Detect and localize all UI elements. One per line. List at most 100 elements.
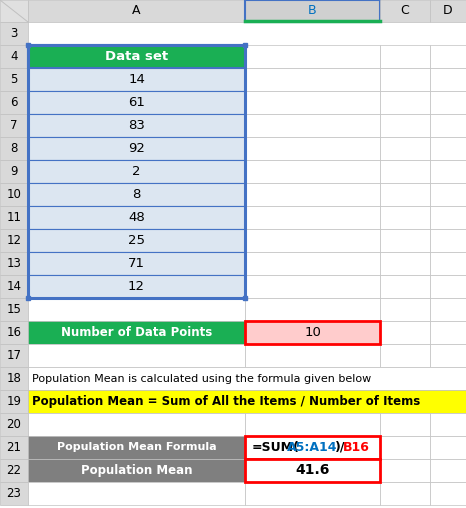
Bar (430, 183, 466, 206)
Bar (430, 91, 466, 114)
Bar (0, 68, 28, 91)
Text: B16: B16 (343, 441, 370, 454)
Bar (0, 275, 28, 298)
Text: 83: 83 (128, 119, 145, 132)
Bar (380, 45, 430, 68)
Bar (245, 436, 380, 459)
Bar (380, 91, 430, 114)
Bar (28, 321, 245, 344)
Text: Population Mean Formula: Population Mean Formula (57, 442, 216, 453)
Bar (0, 390, 28, 413)
Text: Population Mean: Population Mean (81, 464, 192, 477)
Bar (245, 275, 380, 298)
Bar (430, 436, 466, 459)
Text: 7: 7 (10, 119, 18, 132)
Bar (28, 275, 245, 298)
Bar (28, 68, 245, 91)
Bar (380, 275, 430, 298)
Text: 48: 48 (128, 211, 145, 224)
Bar (430, 68, 466, 91)
Bar (0, 22, 28, 45)
Bar (28, 252, 245, 275)
Bar (0, 344, 28, 367)
Bar (430, 321, 466, 344)
Bar (28, 183, 245, 206)
Bar (430, 137, 466, 160)
Bar (0, 160, 28, 183)
Bar (0, 436, 28, 459)
Text: 14: 14 (7, 280, 21, 293)
Text: 3: 3 (10, 27, 18, 40)
Bar (380, 206, 430, 229)
Bar (245, 91, 380, 114)
Bar (245, 68, 380, 91)
Bar (0, 183, 28, 206)
Text: D: D (443, 5, 453, 17)
Text: 92: 92 (128, 142, 145, 155)
Bar (0, 367, 28, 390)
Text: 4: 4 (10, 50, 18, 63)
Bar (0, 0, 28, 22)
Bar (245, 114, 380, 137)
Bar (28, 344, 245, 367)
Text: 61: 61 (128, 96, 145, 109)
Bar (430, 459, 466, 482)
Bar (245, 482, 380, 505)
Text: 22: 22 (7, 464, 21, 477)
Bar (430, 114, 466, 137)
Bar (380, 321, 430, 344)
Text: 2: 2 (132, 165, 141, 178)
Bar (380, 160, 430, 183)
Bar (430, 275, 466, 298)
Bar (245, 321, 380, 344)
Text: 15: 15 (7, 303, 21, 316)
Bar (430, 298, 466, 321)
Bar (28, 390, 466, 413)
Bar (380, 137, 430, 160)
Bar (28, 114, 245, 137)
Bar (28, 206, 245, 229)
Bar (28, 45, 245, 298)
Bar (430, 252, 466, 275)
Text: =SUM(: =SUM( (251, 441, 299, 454)
Bar (245, 344, 380, 367)
Bar (380, 252, 430, 275)
Text: 41.6: 41.6 (295, 463, 329, 478)
Text: 19: 19 (7, 395, 21, 408)
Text: 5: 5 (10, 73, 18, 86)
Text: 25: 25 (128, 234, 145, 247)
Bar (245, 183, 380, 206)
Bar (0, 459, 28, 482)
Bar (245, 298, 380, 321)
Text: 10: 10 (7, 188, 21, 201)
Bar (380, 436, 430, 459)
Text: 11: 11 (7, 211, 21, 224)
Bar (245, 252, 380, 275)
Bar (0, 137, 28, 160)
Bar (380, 183, 430, 206)
Bar (430, 482, 466, 505)
Text: 8: 8 (132, 188, 141, 201)
Text: A5:A14: A5:A14 (287, 441, 338, 454)
Text: 10: 10 (304, 326, 321, 339)
Bar (430, 344, 466, 367)
Text: )/: )/ (335, 441, 345, 454)
Text: Number of Data Points: Number of Data Points (61, 326, 212, 339)
Text: 17: 17 (7, 349, 21, 362)
Text: C: C (401, 5, 409, 17)
Text: 18: 18 (7, 372, 21, 385)
Bar (430, 160, 466, 183)
Text: 21: 21 (7, 441, 21, 454)
Bar (0, 91, 28, 114)
Text: Population Mean is calculated using the formula given below: Population Mean is calculated using the … (32, 373, 371, 384)
Text: A: A (132, 5, 141, 17)
Bar (0, 482, 28, 505)
Bar (28, 482, 245, 505)
Bar (430, 413, 466, 436)
Bar (0, 206, 28, 229)
Bar (0, 298, 28, 321)
Bar (28, 45, 245, 68)
Bar (430, 229, 466, 252)
Bar (245, 413, 380, 436)
Bar (0, 413, 28, 436)
